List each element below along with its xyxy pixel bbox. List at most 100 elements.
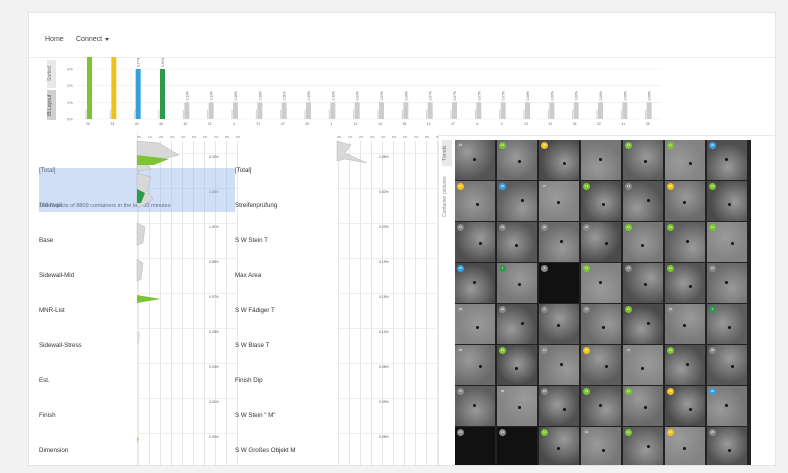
leftlist-item[interactable]: MNR-List xyxy=(39,307,65,314)
bar[interactable] xyxy=(87,57,92,119)
container-thumbnail[interactable]: 14 xyxy=(539,345,579,385)
container-thumbnail[interactable]: 20 xyxy=(665,386,705,426)
bar[interactable] xyxy=(330,102,336,119)
container-thumbnail[interactable]: 28 xyxy=(497,386,537,426)
container-thumbnail[interactable]: 40 xyxy=(707,140,747,180)
bar[interactable] xyxy=(452,102,457,119)
midlist-item[interactable]: S W Großes Objekt M xyxy=(235,447,296,454)
container-thumbnail[interactable]: 13 xyxy=(581,181,621,221)
container-thumbnail[interactable]: 16 xyxy=(497,304,537,344)
bar[interactable] xyxy=(573,102,579,119)
midlist-item[interactable]: S W Stein " M" xyxy=(235,412,276,419)
container-thumbnail[interactable]: 1 xyxy=(707,304,747,344)
container-thumbnail[interactable]: 1 xyxy=(497,263,537,303)
container-thumbnail[interactable]: 41 xyxy=(665,345,705,385)
container-thumbnail[interactable]: 24 xyxy=(581,222,621,262)
container-thumbnail[interactable]: 40 xyxy=(455,263,495,303)
container-thumbnail[interactable]: 41 xyxy=(707,181,747,221)
midlist-item[interactable]: Max Area xyxy=(235,272,262,279)
container-thumbnail[interactable]: 47 xyxy=(623,345,663,385)
leftlist-item[interactable]: Sidewall-Mid xyxy=(39,272,75,279)
container-thumbnail[interactable]: 31 xyxy=(665,304,705,344)
bar[interactable] xyxy=(208,102,214,119)
leftlist-item[interactable]: Sidewall xyxy=(39,202,63,209)
container-thumbnail[interactable]: 20 xyxy=(455,181,495,221)
container-thumbnail[interactable]: 14 xyxy=(623,181,663,221)
container-thumbnail[interactable]: 47 xyxy=(581,304,621,344)
container-thumbnail[interactable]: 13 xyxy=(623,222,663,262)
bar[interactable] xyxy=(646,102,652,119)
container-thumbnail[interactable]: 47 xyxy=(539,181,579,221)
leftlist-item[interactable]: Finish xyxy=(39,412,56,419)
bar[interactable] xyxy=(354,102,360,119)
nav-home[interactable]: Home xyxy=(45,36,64,43)
leftlist-item[interactable]: Est. xyxy=(39,377,50,384)
tab-container-pictures[interactable]: Container pictures xyxy=(442,168,452,226)
midlist-item[interactable]: S W Blase T xyxy=(235,342,270,349)
container-thumbnail[interactable]: 13 xyxy=(581,386,621,426)
container-thumbnail[interactable]: 10 xyxy=(581,427,621,465)
leftlist-item[interactable]: [Total] xyxy=(39,167,56,174)
container-thumbnail[interactable]: 20 xyxy=(665,427,705,465)
container-thumbnail[interactable]: 25 xyxy=(455,304,495,344)
midlist-item[interactable]: Finish Dip xyxy=(235,377,263,384)
container-thumbnail[interactable]: 11 xyxy=(665,263,705,303)
container-thumbnail[interactable]: 40 xyxy=(497,181,537,221)
container-thumbnail[interactable]: 24 xyxy=(623,263,663,303)
midlist-item[interactable]: [Total] xyxy=(235,167,252,174)
bar[interactable] xyxy=(135,69,141,119)
bar[interactable] xyxy=(184,102,190,119)
container-thumbnail[interactable]: 11 xyxy=(623,304,663,344)
container-thumbnail[interactable]: 11 xyxy=(539,427,579,465)
bar[interactable] xyxy=(525,102,530,119)
bar[interactable] xyxy=(281,102,287,119)
container-thumbnail[interactable]: 11 xyxy=(665,222,705,262)
container-thumbnail[interactable]: 20 xyxy=(581,345,621,385)
container-thumbnail[interactable]: 10 xyxy=(707,263,747,303)
container-thumbnail[interactable]: 13 xyxy=(581,263,621,303)
container-thumbnail[interactable]: 13 xyxy=(497,345,537,385)
bar[interactable] xyxy=(257,102,263,119)
midlist-item[interactable]: S W Fädiger T xyxy=(235,307,275,314)
container-thumbnail[interactable]: 20 xyxy=(665,181,705,221)
bar[interactable] xyxy=(111,57,117,120)
container-thumbnail[interactable]: 15 xyxy=(539,386,579,426)
leftlist-item[interactable]: Sidewall-Stress xyxy=(39,342,82,349)
container-thumbnail[interactable]: 21 xyxy=(497,222,537,262)
midlist-item[interactable]: Streifenprüfung xyxy=(235,202,278,209)
container-thumbnail[interactable]: 10 xyxy=(455,222,495,262)
bar[interactable] xyxy=(427,102,433,119)
midlist-item[interactable]: S W Stein T xyxy=(235,237,268,244)
leftlist-item[interactable]: Dimension xyxy=(39,447,69,454)
tab-trends[interactable]: Trends xyxy=(442,140,452,166)
container-thumbnail[interactable]: 20 xyxy=(539,140,579,180)
selected-row-highlight[interactable] xyxy=(39,168,235,212)
bar[interactable] xyxy=(379,102,384,119)
bar[interactable] xyxy=(403,102,409,119)
container-thumbnail[interactable]: 13 xyxy=(623,140,663,180)
container-thumbnail[interactable]: 28 xyxy=(707,345,747,385)
container-thumbnail[interactable]: 11 xyxy=(623,386,663,426)
bar[interactable] xyxy=(476,102,482,119)
bar[interactable] xyxy=(549,102,555,119)
container-thumbnail[interactable]: 15 xyxy=(455,140,495,180)
container-thumbnail[interactable]: 6 xyxy=(539,263,579,303)
container-thumbnail[interactable] xyxy=(581,140,621,180)
container-thumbnail[interactable]: 36 xyxy=(455,345,495,385)
container-thumbnail[interactable]: 11 xyxy=(623,427,663,465)
container-thumbnail[interactable]: 40 xyxy=(707,386,747,426)
bar[interactable] xyxy=(500,102,506,119)
container-thumbnail[interactable]: 10 xyxy=(455,427,495,465)
container-thumbnail[interactable]: 26 xyxy=(707,427,747,465)
bar[interactable] xyxy=(622,102,628,119)
bar[interactable] xyxy=(160,69,165,119)
container-thumbnail[interactable]: 10 xyxy=(497,427,537,465)
nav-connect[interactable]: Connect xyxy=(76,36,110,43)
container-thumbnail[interactable]: 11 xyxy=(665,140,705,180)
bar[interactable] xyxy=(306,102,311,119)
container-thumbnail[interactable]: 37 xyxy=(455,386,495,426)
container-thumbnail[interactable]: 46 xyxy=(539,222,579,262)
bar[interactable] xyxy=(233,102,238,119)
container-thumbnail[interactable]: 13 xyxy=(707,222,747,262)
leftlist-item[interactable]: Base xyxy=(39,237,54,244)
